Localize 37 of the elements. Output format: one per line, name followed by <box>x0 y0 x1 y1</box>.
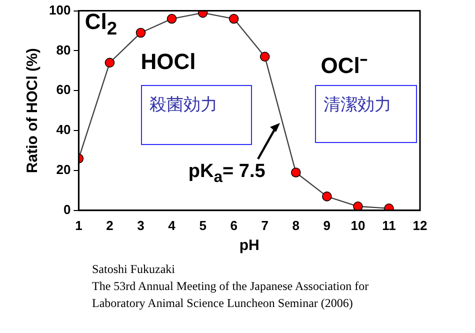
y-tick-label: 60 <box>56 82 71 98</box>
y-tick-label: 100 <box>48 2 71 18</box>
y-tick-label: 0 <box>63 202 71 217</box>
x-tick-label: 10 <box>350 218 366 233</box>
x-tick-label: 1 <box>75 218 82 233</box>
text: Laboratory Animal Science Luncheon Seminar (2006) <box>92 296 353 311</box>
annotation: OCl⁻ <box>320 52 367 79</box>
x-tick-label: 7 <box>261 218 268 233</box>
x-tick-label: 11 <box>382 218 396 233</box>
point <box>166 14 177 24</box>
point <box>136 28 146 38</box>
y-axis-title: Ratio of HOCl (%) <box>24 48 42 174</box>
point <box>322 192 332 202</box>
annotation: 清潔効力 <box>324 94 392 116</box>
x-axis-title: pH <box>239 237 260 254</box>
y-tick-label: 80 <box>56 42 71 58</box>
x-tick-label: 8 <box>292 218 300 233</box>
y-tick-label: 20 <box>56 162 71 178</box>
annotation: 殺菌効力 <box>150 94 218 116</box>
x-tick-label: 9 <box>323 218 331 233</box>
y-tick-label: 40 <box>56 122 71 138</box>
x-tick-label: 3 <box>137 218 144 233</box>
point <box>260 52 270 62</box>
x-tick-label: 4 <box>168 218 176 233</box>
point <box>104 58 115 68</box>
x-tick-label: 6 <box>230 218 238 233</box>
point <box>228 14 239 24</box>
x-tick-label: 12 <box>412 218 428 233</box>
x-tick-label: 2 <box>106 218 114 233</box>
annotation: Cl$_{2}$ <box>84 8 118 40</box>
point <box>353 202 363 210</box>
text: Satoshi Fukuzaki <box>92 262 175 277</box>
annotation: HOCl <box>140 48 196 75</box>
x-tick-label: 5 <box>199 218 206 233</box>
point <box>290 168 301 178</box>
annotation: pK$_{a}$= 7.5 <box>188 160 266 186</box>
text: The 53rd Annual Meeting of the Japanese Association for <box>92 279 369 294</box>
